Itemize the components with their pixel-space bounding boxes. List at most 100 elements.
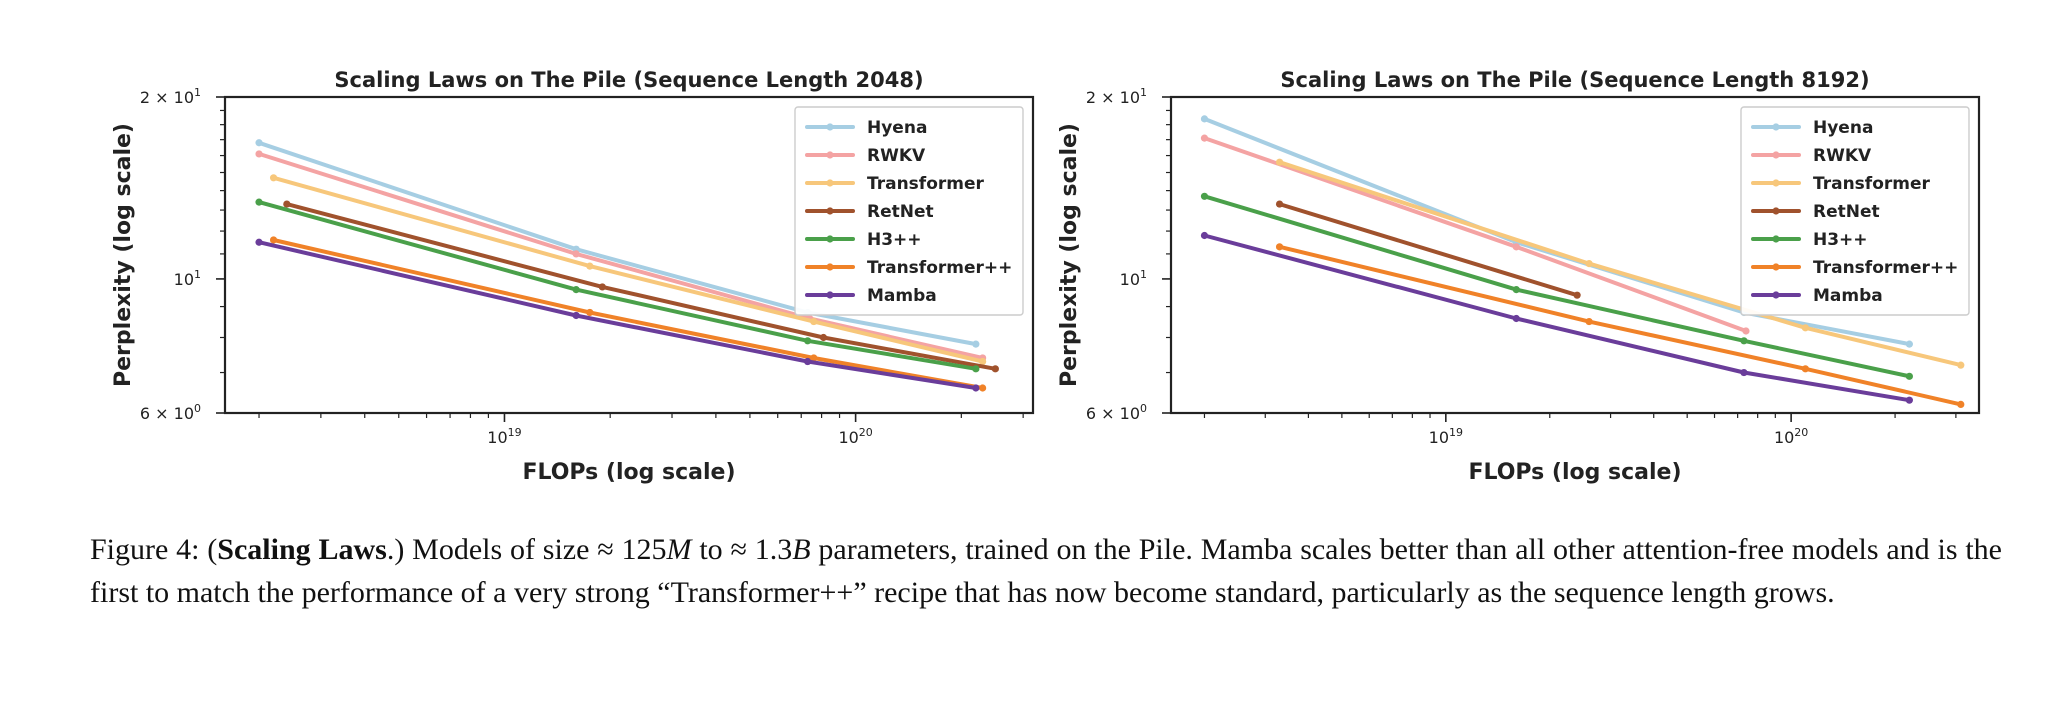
data-point-hyena <box>255 139 263 147</box>
data-point-rwkv <box>1512 243 1520 251</box>
legend-label-hyena: Hyena <box>1813 118 1873 138</box>
data-point-h3plusplus <box>572 286 580 294</box>
caption-after-bold: .) Models of size ≈ 125 <box>386 533 667 566</box>
legend-box <box>794 106 1024 316</box>
legend-label-rwkv: RWKV <box>1813 146 1872 166</box>
series-line-rwkv <box>257 151 985 360</box>
data-point-hyena <box>972 340 980 348</box>
legend-item-hyena: Hyena <box>1751 118 1873 138</box>
legend-marker-transformer <box>826 179 834 187</box>
data-point-transformer <box>269 174 278 182</box>
series-transformer <box>1275 158 1965 369</box>
legend-item-transformer: Transformer <box>1751 174 1931 194</box>
series-line-h3plusplus <box>257 200 978 371</box>
series-line-transformerplusplus <box>271 238 985 390</box>
legend-item-retnet: RetNet <box>805 202 934 222</box>
legend-label-transformer: Transformer <box>1813 174 1931 194</box>
legend: Hyena RWKV Transformer RetNet H3++ Transforme… <box>794 106 1024 316</box>
series-line-rwkv <box>1202 136 1748 333</box>
data-point-mamba <box>255 238 263 246</box>
y-tick-label: 2 × 101 <box>1086 86 1147 107</box>
legend-label-mamba: Mamba <box>1813 286 1883 306</box>
data-point-retnet <box>1573 291 1581 299</box>
data-point-mamba <box>1200 231 1209 240</box>
caption-bold: Scaling Laws <box>217 533 387 566</box>
data-point-rwkv <box>255 150 263 158</box>
legend-marker-transformerplusplus <box>826 263 834 271</box>
series-transformer <box>269 174 987 366</box>
y-tick-label: 2 × 101 <box>140 86 201 107</box>
legend-marker-mamba <box>1772 291 1780 299</box>
series-line-mamba <box>1202 233 1912 403</box>
legend-marker-rwkv <box>1772 151 1780 159</box>
series-line-retnet <box>1277 202 1580 298</box>
y-tick-label: 6 × 100 <box>140 402 201 423</box>
data-point-h3plusplus <box>972 365 980 373</box>
legend-item-hyena: Hyena <box>805 118 927 138</box>
y-tick-label: 6 × 100 <box>1086 402 1147 423</box>
y-axis-label: Perplexity (log scale) <box>111 123 136 387</box>
series-line-transformer <box>271 175 985 364</box>
legend-box <box>1740 106 1970 316</box>
caption-m-unit: M <box>666 533 692 566</box>
legend-marker-rwkv <box>826 151 834 159</box>
legend-item-transformerplusplus: Transformer++ <box>805 258 1012 278</box>
caption-rest: parameters, trained on the Pile. Mamba s… <box>90 533 2002 609</box>
chart-title: Scaling Laws on The Pile (Sequence Lengt… <box>334 68 923 92</box>
series-line-retnet <box>284 202 998 371</box>
x-tick-label: 1019 <box>1429 426 1463 447</box>
data-point-retnet <box>283 200 291 208</box>
series-retnet <box>283 200 999 373</box>
x-tick-label: 1019 <box>487 426 521 447</box>
legend-label-rwkv: RWKV <box>867 146 926 166</box>
legend-label-retnet: RetNet <box>1813 202 1880 222</box>
data-point-mamba <box>804 357 812 366</box>
legend-item-mamba: Mamba <box>805 286 937 306</box>
data-point-transformer <box>1275 158 1284 166</box>
series-mamba <box>1200 231 1913 404</box>
series-line-hyena <box>257 140 978 347</box>
legend-label-h3plusplus: H3++ <box>1813 230 1868 250</box>
data-point-transformer <box>979 357 987 366</box>
plot-frame <box>223 95 1035 415</box>
series-rwkv <box>255 150 987 362</box>
legend-item-rwkv: RWKV <box>805 146 926 166</box>
data-point-hyena <box>1200 115 1209 123</box>
caption-b-unit: B <box>792 533 811 566</box>
caption-mid: to ≈ 1.3 <box>691 533 793 566</box>
data-point-transformer <box>1957 361 1965 369</box>
data-point-transformer <box>810 317 818 326</box>
series-line-mamba <box>257 240 978 390</box>
chart-panel-seq-8192: Scaling Laws on The Pile (Sequence Lengt… <box>1057 68 1981 485</box>
x-axis-label: FLOPs (log scale) <box>522 460 735 485</box>
figure: Scaling Laws on The Pile (Sequence Lengt… <box>111 68 1981 485</box>
y-axis-label: Perplexity (log scale) <box>1057 123 1082 387</box>
legend-item-h3plusplus: H3++ <box>805 230 922 250</box>
data-point-rwkv <box>1742 327 1750 335</box>
data-point-transformerplusplus <box>269 236 278 244</box>
x-tick-label: 1020 <box>838 426 872 447</box>
series-transformerplusplus <box>1275 243 1965 408</box>
data-point-mamba <box>1905 396 1913 404</box>
legend-label-transformerplusplus: Transformer++ <box>1813 258 1958 278</box>
series-mamba <box>255 238 980 392</box>
legend-marker-transformer <box>1772 179 1780 187</box>
data-point-h3plusplus <box>1512 286 1520 294</box>
data-point-h3plusplus <box>255 198 263 206</box>
legend-label-h3plusplus: H3++ <box>867 230 922 250</box>
series-line-h3plusplus <box>1202 194 1912 379</box>
data-point-hyena <box>1905 340 1913 348</box>
legend-marker-transformerplusplus <box>1772 263 1780 271</box>
data-point-retnet <box>819 333 828 342</box>
legend-marker-h3plusplus <box>1772 235 1780 243</box>
legend-label-mamba: Mamba <box>867 286 937 306</box>
legend-label-transformer: Transformer <box>867 174 985 194</box>
data-point-mamba <box>972 384 980 392</box>
legend-marker-hyena <box>826 123 834 131</box>
legend-item-rwkv: RWKV <box>1751 146 1872 166</box>
series-line-transformerplusplus <box>1277 244 1963 407</box>
legend-marker-retnet <box>826 207 834 215</box>
data-point-transformerplusplus <box>586 308 594 317</box>
y-tick-label: 101 <box>174 268 201 289</box>
data-point-rwkv <box>572 250 580 258</box>
